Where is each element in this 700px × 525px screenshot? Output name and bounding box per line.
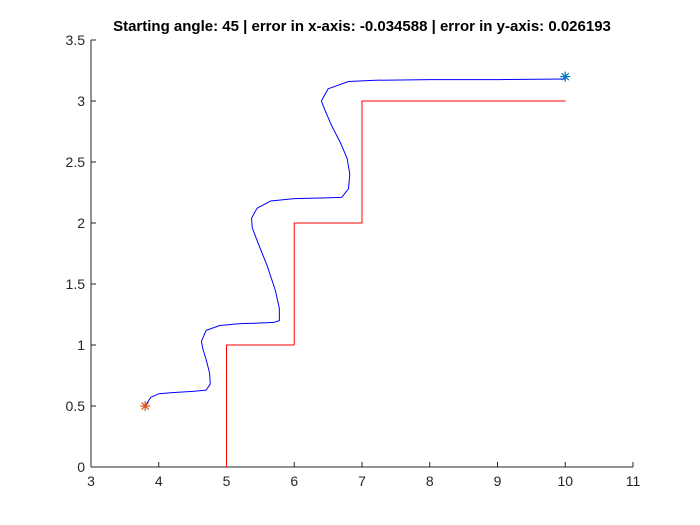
y-tick-label: 1 — [77, 337, 85, 353]
y-tick-label: 0 — [77, 459, 85, 475]
x-tick-label: 11 — [626, 473, 641, 489]
x-tick-label: 3 — [87, 473, 95, 489]
y-tick-label: 3.5 — [66, 32, 86, 48]
reference-path-line — [226, 100, 566, 468]
x-tick-label: 6 — [290, 473, 298, 489]
end-point-marker — [560, 71, 571, 82]
marker-stroke — [561, 72, 570, 81]
plot-markers — [140, 71, 571, 411]
x-tick-label: 8 — [426, 473, 434, 489]
x-tick-label: 7 — [358, 473, 366, 489]
x-tick-label: 10 — [557, 473, 573, 489]
y-tick-label: 1.5 — [66, 276, 86, 292]
y-tick-label: 2.5 — [66, 154, 86, 170]
plot-series — [144, 78, 566, 468]
marker-stroke — [141, 402, 150, 410]
chart-title: Starting angle: 45 | error in x-axis: -0… — [113, 18, 611, 35]
axes: 3 4 5 6 7 8 9 10 11 0 0.5 1 1.5 2 2.5 3 3.5 — [66, 32, 641, 489]
x-tick-label: 5 — [223, 473, 231, 489]
start-point-marker — [140, 401, 151, 411]
x-tick-label: 9 — [494, 473, 502, 489]
robot-trajectory-line — [144, 78, 566, 407]
x-tick-label: 4 — [155, 473, 163, 489]
y-tick-label: 2 — [77, 215, 85, 231]
y-tick-label: 0.5 — [66, 398, 86, 414]
y-tick-label: 3 — [77, 93, 85, 109]
